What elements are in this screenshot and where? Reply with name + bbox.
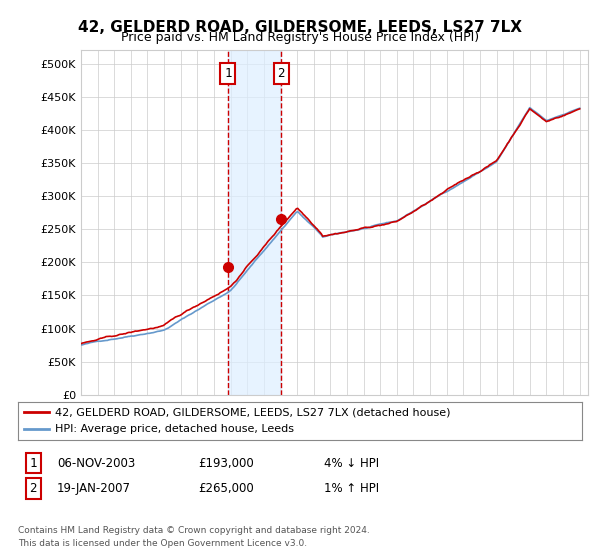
Text: 2: 2: [29, 482, 37, 495]
Text: HPI: Average price, detached house, Leeds: HPI: Average price, detached house, Leed…: [55, 424, 293, 434]
Text: 1: 1: [224, 67, 232, 80]
Text: 19-JAN-2007: 19-JAN-2007: [57, 482, 131, 495]
Text: £193,000: £193,000: [198, 456, 254, 470]
Text: Contains HM Land Registry data © Crown copyright and database right 2024.: Contains HM Land Registry data © Crown c…: [18, 526, 370, 535]
Text: 1: 1: [29, 456, 37, 470]
Text: 06-NOV-2003: 06-NOV-2003: [57, 456, 135, 470]
Text: 1% ↑ HPI: 1% ↑ HPI: [324, 482, 379, 495]
Text: This data is licensed under the Open Government Licence v3.0.: This data is licensed under the Open Gov…: [18, 539, 307, 548]
Text: 2: 2: [277, 67, 285, 80]
Text: 42, GELDERD ROAD, GILDERSOME, LEEDS, LS27 7LX (detached house): 42, GELDERD ROAD, GILDERSOME, LEEDS, LS2…: [55, 407, 450, 417]
Text: Price paid vs. HM Land Registry's House Price Index (HPI): Price paid vs. HM Land Registry's House …: [121, 31, 479, 44]
Text: £265,000: £265,000: [198, 482, 254, 495]
Text: 4% ↓ HPI: 4% ↓ HPI: [324, 456, 379, 470]
Bar: [228, 50, 281, 395]
Text: 42, GELDERD ROAD, GILDERSOME, LEEDS, LS27 7LX: 42, GELDERD ROAD, GILDERSOME, LEEDS, LS2…: [78, 20, 522, 35]
